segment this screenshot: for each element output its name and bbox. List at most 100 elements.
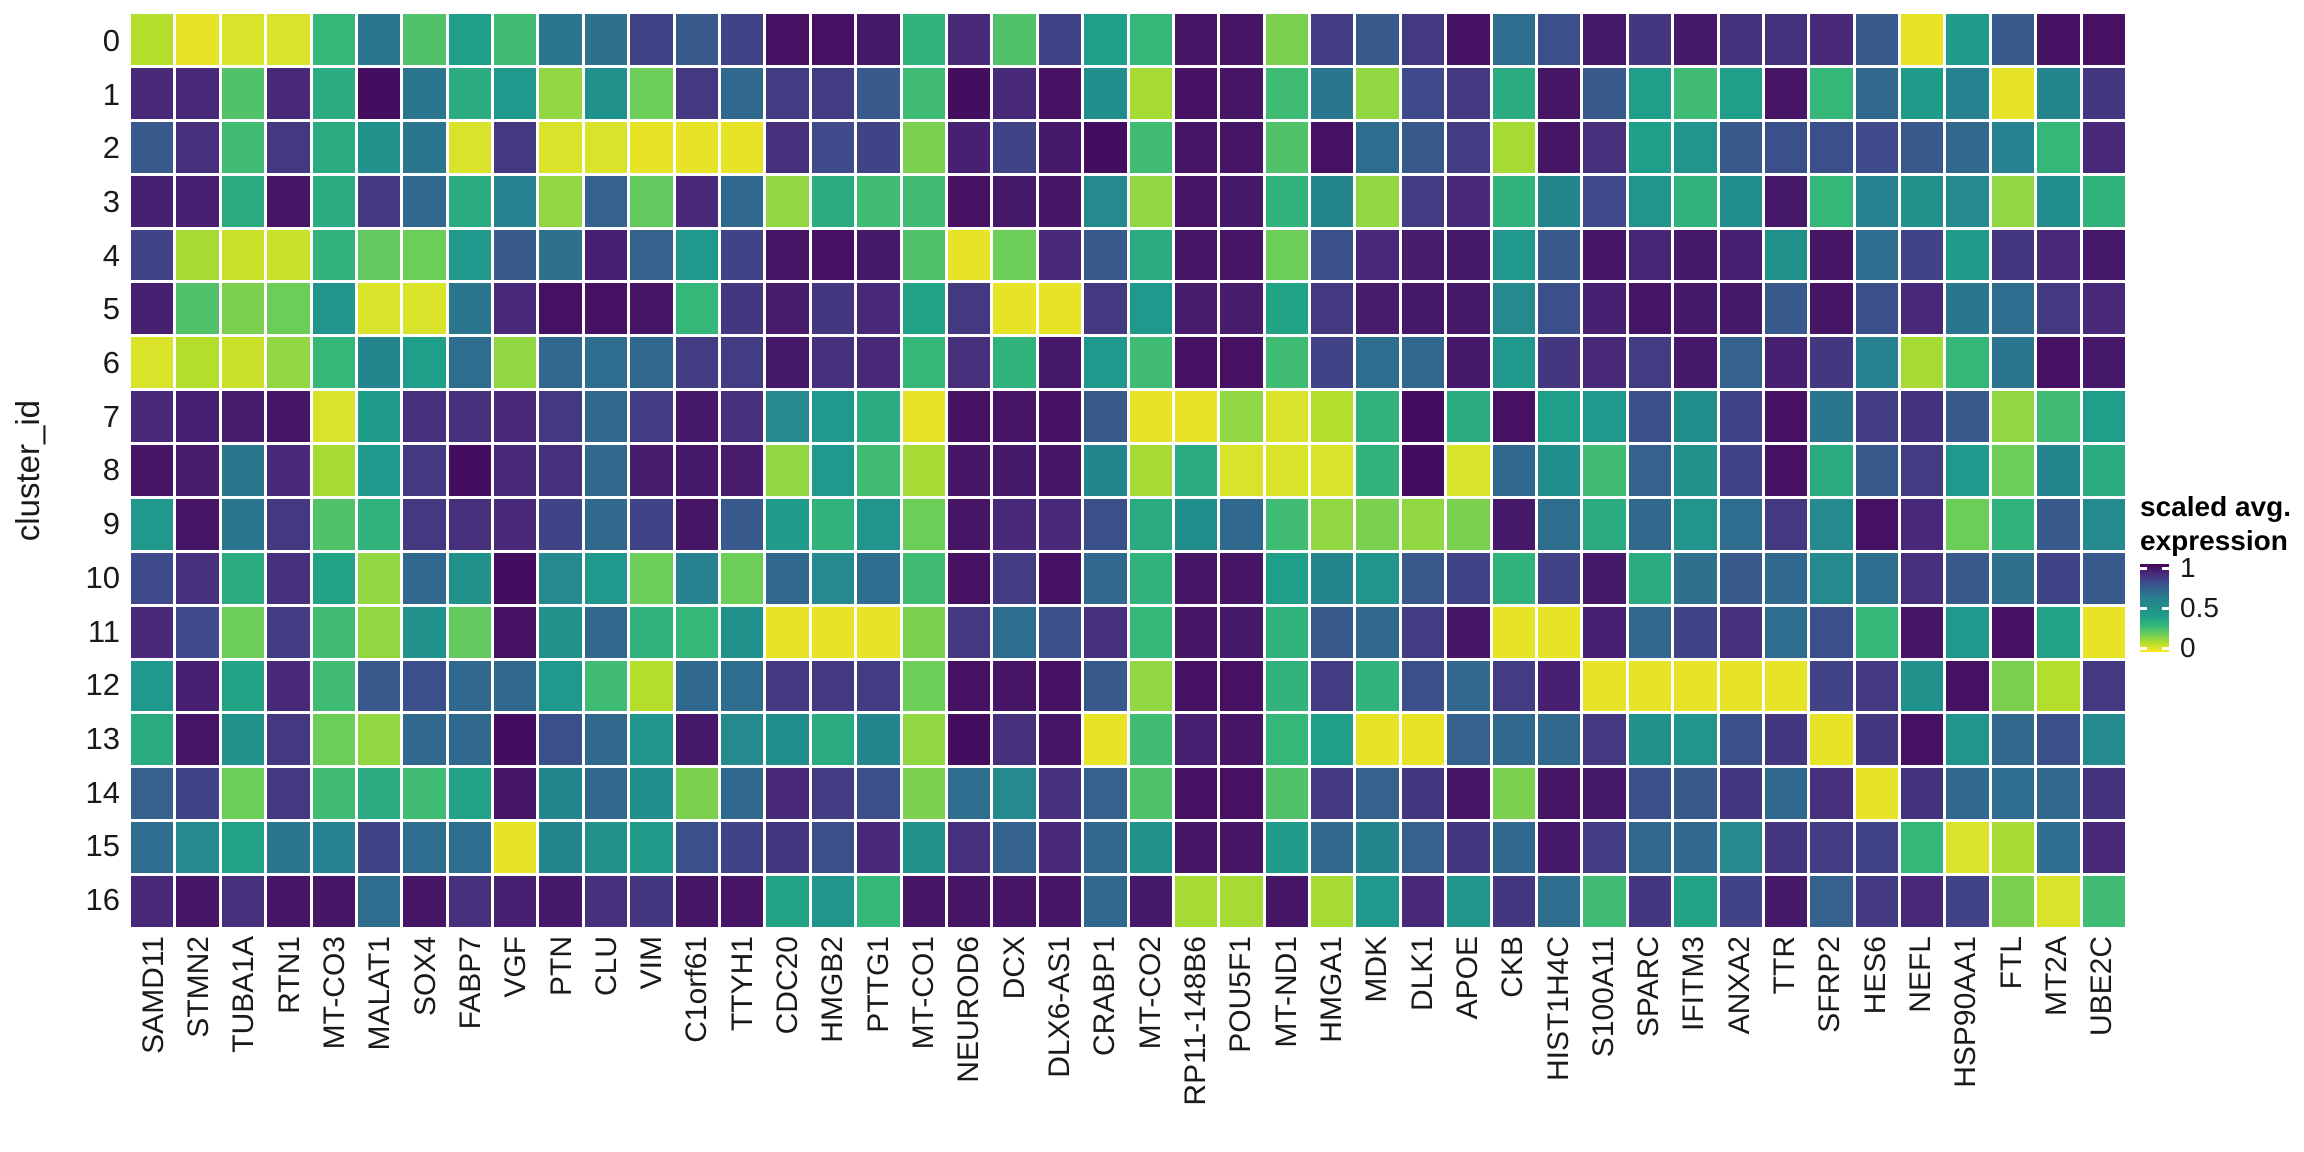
heatmap-cell [403, 606, 446, 658]
heatmap-cell [1356, 822, 1399, 874]
heatmap-cell [1265, 283, 1309, 335]
heatmap-cell [1401, 121, 1445, 173]
heatmap-cell [721, 876, 764, 927]
heatmap-cell [1356, 229, 1399, 281]
heatmap-cell [675, 14, 719, 65]
heatmap-cell [267, 768, 310, 820]
heatmap-cell [176, 552, 219, 604]
heatmap-cell [448, 552, 492, 604]
heatmap-cell [1129, 445, 1172, 496]
heatmap-cell [766, 768, 809, 820]
y-tick-label: 0 [102, 22, 120, 58]
heatmap-cell [1174, 337, 1218, 389]
heatmap-cell [267, 14, 310, 65]
heatmap-cell [1401, 283, 1445, 335]
x-tick-label: CKB [1496, 936, 1530, 998]
legend-tick-mark [2162, 566, 2169, 570]
heatmap-cell [131, 391, 174, 443]
heatmap-cell [221, 229, 265, 281]
heatmap-cell [1174, 67, 1218, 119]
heatmap-cell [2037, 606, 2080, 658]
heatmap-cell [857, 337, 900, 389]
heatmap-cell [448, 445, 492, 496]
heatmap-cell [1311, 391, 1354, 443]
heatmap-cell [494, 121, 537, 173]
heatmap-cell [448, 175, 492, 227]
heatmap-cell [1628, 445, 1672, 496]
heatmap-cell [1220, 876, 1263, 927]
heatmap-cell [1220, 445, 1263, 496]
heatmap-cell [1447, 229, 1490, 281]
heatmap-cell [1265, 445, 1309, 496]
heatmap-cell [1946, 14, 1989, 65]
heatmap-cell [1855, 175, 1899, 227]
heatmap-cell [2082, 175, 2125, 227]
heatmap-cell [131, 283, 174, 335]
y-tick-label: 6 [102, 345, 120, 381]
x-tick-label: TTR [1768, 936, 1802, 995]
heatmap-cell [494, 67, 537, 119]
heatmap-cell [448, 768, 492, 820]
heatmap-cell [176, 822, 219, 874]
heatmap-cell [312, 121, 355, 173]
heatmap-cell [1038, 391, 1082, 443]
heatmap-cell [1719, 876, 1762, 927]
heatmap-cell [1311, 876, 1354, 927]
heatmap-cell [2037, 229, 2080, 281]
heatmap-cell [902, 714, 945, 766]
heatmap-cell [1447, 552, 1490, 604]
heatmap-cell [131, 660, 174, 712]
heatmap-cell [494, 229, 537, 281]
heatmap-cell [357, 606, 401, 658]
heatmap-cell [131, 229, 174, 281]
heatmap-cell [1991, 498, 2035, 550]
heatmap-cell [1583, 391, 1626, 443]
heatmap-cell [857, 67, 900, 119]
legend-colorbar-wrap: 1 0.5 0 [2140, 552, 2304, 663]
heatmap-cell [811, 229, 855, 281]
heatmap-cell [1492, 121, 1535, 173]
heatmap-cell [1628, 337, 1672, 389]
x-tick-label: MDK [1360, 936, 1394, 1003]
heatmap-cell [947, 445, 991, 496]
heatmap-cell [176, 498, 219, 550]
heatmap-cell [1901, 714, 1944, 766]
heatmap-cell [221, 822, 265, 874]
heatmap-cell [2037, 498, 2080, 550]
heatmap-cell [1265, 552, 1309, 604]
heatmap-cell [267, 606, 310, 658]
heatmap-cell [1855, 822, 1899, 874]
heatmap-cell [448, 391, 492, 443]
heatmap-cell [630, 714, 673, 766]
heatmap-cell [902, 768, 945, 820]
heatmap-cell [1537, 14, 1581, 65]
heatmap-cell [630, 391, 673, 443]
heatmap-cell [2037, 14, 2080, 65]
heatmap-cell [1674, 337, 1717, 389]
heatmap-cell [357, 175, 401, 227]
heatmap-cell [267, 67, 310, 119]
heatmap-cell [357, 391, 401, 443]
heatmap-cell [176, 337, 219, 389]
heatmap-cell [584, 67, 628, 119]
heatmap-cell [131, 822, 174, 874]
heatmap-cell [1674, 552, 1717, 604]
heatmap-cell [176, 14, 219, 65]
heatmap-cell [1810, 876, 1853, 927]
heatmap-cell [403, 67, 446, 119]
heatmap-cell [584, 391, 628, 443]
heatmap-cell [1265, 14, 1309, 65]
heatmap-cell [1401, 768, 1445, 820]
heatmap-cell [267, 714, 310, 766]
heatmap-cell [1946, 876, 1989, 927]
heatmap-cell [630, 822, 673, 874]
heatmap-cell [766, 660, 809, 712]
heatmap-cell [494, 552, 537, 604]
heatmap-cell [494, 498, 537, 550]
heatmap-cell [1583, 229, 1626, 281]
heatmap-cell [721, 229, 764, 281]
heatmap-cell [721, 606, 764, 658]
heatmap-cell [1810, 337, 1853, 389]
heatmap-cell [766, 229, 809, 281]
heatmap-cell [1583, 175, 1626, 227]
